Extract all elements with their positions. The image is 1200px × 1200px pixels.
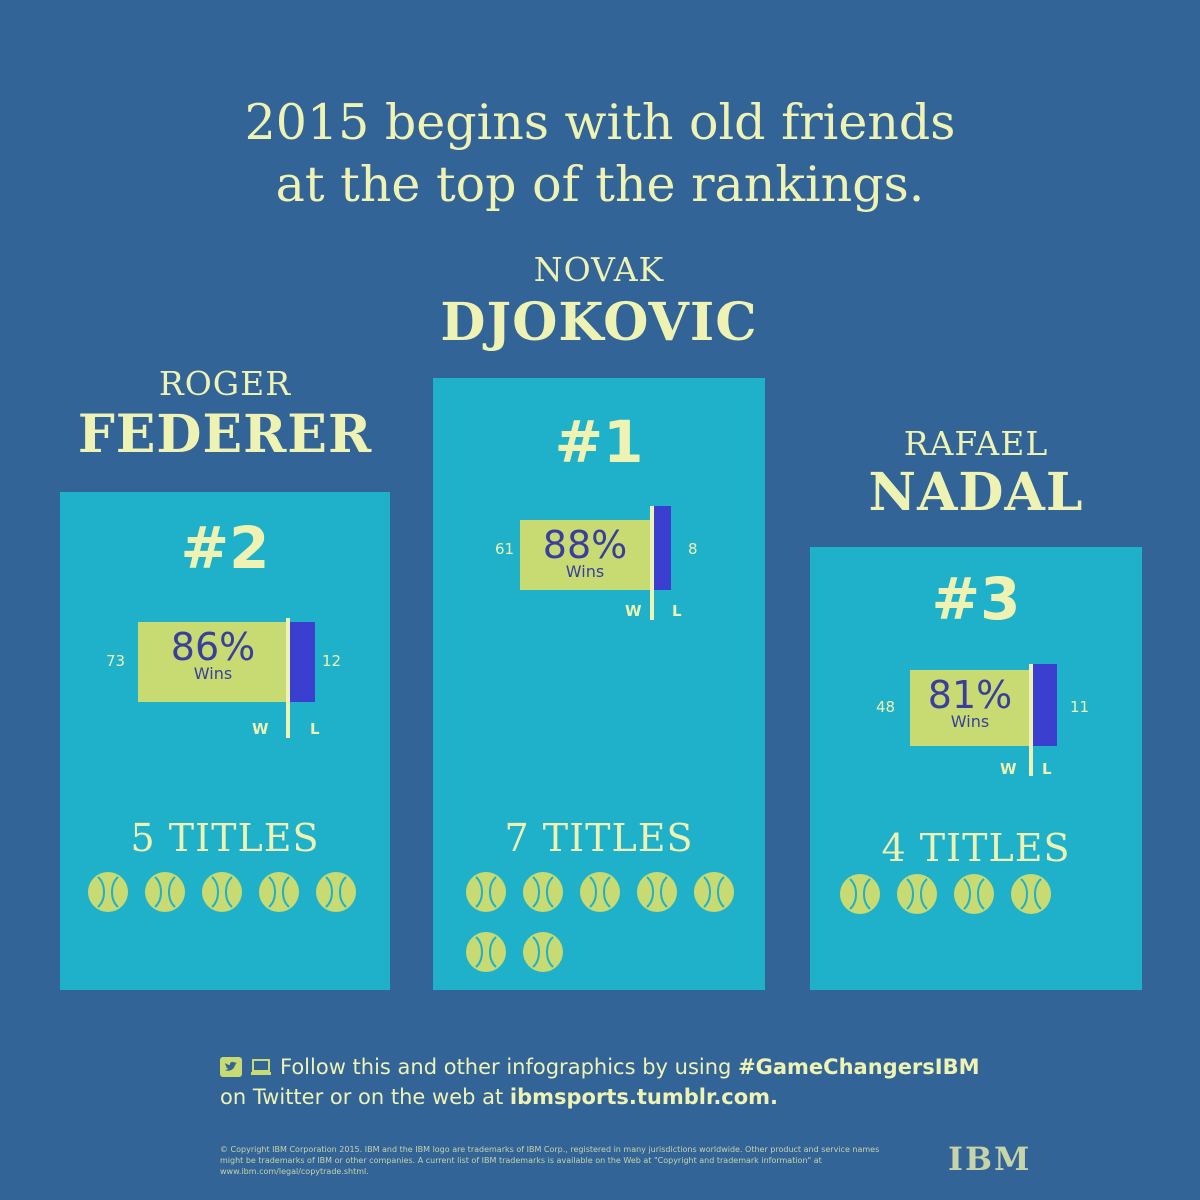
laptop-icon[interactable] (250, 1055, 272, 1075)
tennis-ball-icon (466, 872, 506, 912)
tennis-ball-icon (580, 872, 620, 912)
federer-win-box: 86% Wins (138, 622, 288, 702)
federer-l-label: L (310, 720, 320, 738)
footer-url-link[interactable]: ibmsports.tumblr.com. (509, 1085, 779, 1109)
tennis-ball-icon (145, 872, 185, 912)
footer-text: Follow this and other infographics by us… (220, 1052, 980, 1112)
federer-wins-count: 73 (106, 652, 126, 670)
federer-loss-bar (290, 622, 315, 702)
djokovic-win-box: 88% Wins (520, 520, 650, 590)
tennis-ball-icon (523, 872, 563, 912)
djokovic-l-label: L (672, 602, 682, 620)
federer-divider (286, 618, 290, 738)
copyright-notice: © Copyright IBM Corporation 2015. IBM an… (220, 1145, 880, 1176)
nadal-wins-count: 48 (876, 698, 896, 716)
djokovic-losses-count: 8 (688, 540, 698, 558)
nadal-last-name: NADAL (868, 462, 1084, 523)
tennis-ball-icon (316, 872, 356, 912)
nadal-loss-bar (1033, 664, 1057, 746)
tennis-ball-icon (466, 932, 506, 972)
nadal-rank: #3 (931, 565, 1021, 633)
nadal-first-name: RAFAEL (903, 424, 1049, 463)
ibm-logo: IBM (948, 1140, 1032, 1178)
federer-win-percent: 86% (170, 625, 256, 669)
tennis-ball-icon (88, 872, 128, 912)
nadal-panel (810, 547, 1142, 990)
nadal-w-label: W (1000, 760, 1017, 778)
federer-last-name: FEDERER (77, 404, 373, 465)
djokovic-win-percent: 88% (542, 523, 628, 567)
tennis-ball-icon (840, 874, 880, 914)
footer-hashtag[interactable]: #GameChangersIBM (738, 1055, 980, 1079)
nadal-win-percent: 81% (927, 673, 1013, 717)
headline-line-2: at the top of the rankings. (275, 156, 925, 213)
footer-text-2: on Twitter or on the web at (220, 1085, 510, 1109)
nadal-losses-count: 11 (1070, 698, 1090, 716)
federer-w-label: W (252, 720, 269, 738)
federer-wins-label: Wins (193, 664, 233, 683)
federer-first-name: ROGER (158, 364, 292, 403)
nadal-titles: 4 TITLES (881, 826, 1071, 870)
djokovic-first-name: NOVAK (533, 250, 665, 289)
djokovic-loss-bar (654, 506, 671, 590)
federer-rank: #2 (180, 514, 270, 582)
tennis-ball-icon (637, 872, 677, 912)
djokovic-titles: 7 TITLES (504, 816, 694, 860)
nadal-win-box: 81% Wins (910, 670, 1030, 746)
djokovic-divider (650, 506, 654, 620)
tennis-ball-icon (694, 872, 734, 912)
tennis-ball-icon (897, 874, 937, 914)
federer-losses-count: 12 (322, 652, 342, 670)
nadal-wins-label: Wins (950, 712, 990, 731)
nadal-divider (1029, 664, 1033, 776)
djokovic-last-name: DJOKOVIC (440, 292, 758, 353)
nadal-l-label: L (1042, 760, 1052, 778)
tennis-ball-icon (202, 872, 242, 912)
tennis-ball-icon (259, 872, 299, 912)
twitter-icon[interactable] (220, 1055, 242, 1077)
footer-text-1: Follow this and other infographics by us… (280, 1055, 739, 1079)
djokovic-wins-label: Wins (565, 562, 605, 581)
tennis-ball-icon (954, 874, 994, 914)
djokovic-w-label: W (625, 602, 642, 620)
headline-line-1: 2015 begins with old friends (244, 94, 956, 151)
djokovic-rank: #1 (554, 408, 644, 476)
tennis-ball-icon (1011, 874, 1051, 914)
federer-titles: 5 TITLES (130, 816, 320, 860)
tennis-ball-icon (523, 932, 563, 972)
djokovic-wins-count: 61 (495, 540, 515, 558)
